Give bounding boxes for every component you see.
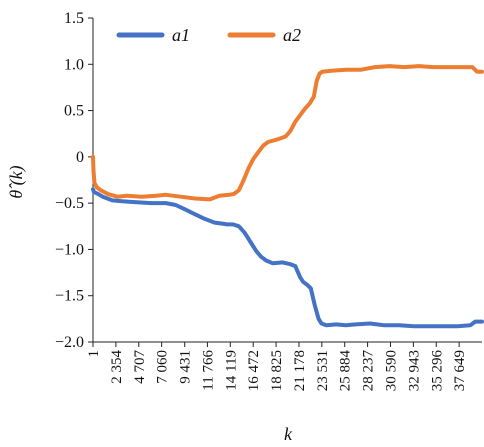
y-tick-label: −0.5	[55, 195, 84, 212]
y-tick-label: −2.0	[55, 334, 84, 351]
y-axis-title: θ̂ (k)	[6, 165, 27, 198]
series-layer	[91, 64, 484, 329]
x-tick-label: 11 766	[200, 350, 216, 391]
y-tick-label: 1.5	[64, 10, 84, 27]
y-tick-label: 0.5	[64, 103, 84, 120]
x-tick-label: 7 060	[155, 350, 171, 384]
legend: a1 a2	[116, 25, 301, 45]
x-tick-label: 37 649	[452, 350, 468, 391]
x-tick-label: 2 354	[109, 350, 125, 384]
x-tick-label: 9 431	[178, 350, 194, 384]
y-tick-label: 0	[76, 149, 84, 166]
y-tick-label: 1.0	[64, 56, 84, 73]
series-line-a1	[91, 187, 484, 329]
legend-label-a2: a2	[283, 25, 301, 45]
x-tick-label: 28 237	[361, 350, 377, 392]
x-tick-label: 14 119	[223, 350, 239, 391]
x-tick-label: 30 590	[383, 350, 399, 391]
y-tick-label: −1.5	[55, 288, 84, 305]
x-tick-label: 25 884	[338, 350, 354, 392]
x-tick-label: 23 531	[315, 350, 331, 391]
y-ticks: 1.5 1.0 0.5 0 −0.5 −1.0 −1.5 −2.0	[55, 10, 93, 351]
x-tick-label: 16 472	[246, 350, 262, 391]
y-tick-label: −1.0	[55, 241, 84, 258]
x-axis-title: k	[284, 424, 293, 444]
x-tick-label: 4 707	[132, 350, 148, 384]
x-tick-label: 32 943	[406, 350, 422, 391]
x-tick-label: 35 296	[429, 350, 445, 392]
legend-label-a1: a1	[172, 25, 190, 45]
series-line-a2	[91, 64, 484, 202]
x-ticks: 1 2 354 4 707 7 060 9 431 11 766 14 119 16 472 1…	[86, 342, 468, 391]
x-tick-label: 1	[86, 350, 102, 358]
x-tick-label: 18 825	[269, 350, 285, 391]
x-tick-label: 21 178	[292, 350, 308, 391]
